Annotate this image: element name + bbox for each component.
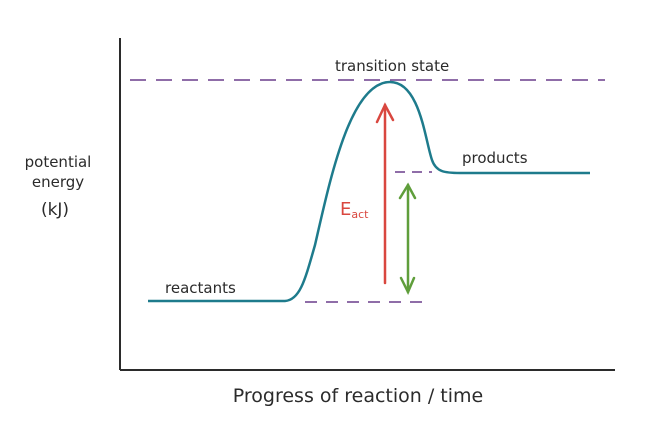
y-axis-label-line1: potential [25,153,92,171]
enthalpy-change-arrow [398,182,417,295]
y-axis-label-line3: (kJ) [41,200,69,220]
y-axis-label-line2: energy [32,173,84,191]
activation-energy-arrow [375,102,395,285]
energy-curve [148,80,590,303]
x-axis-label: Progress of reaction / time [233,385,483,407]
activation-energy-label: Eact [340,199,369,221]
products-label: products [462,149,528,167]
reactants-label: reactants [165,279,236,297]
transition-state-label: transition state [335,57,449,75]
